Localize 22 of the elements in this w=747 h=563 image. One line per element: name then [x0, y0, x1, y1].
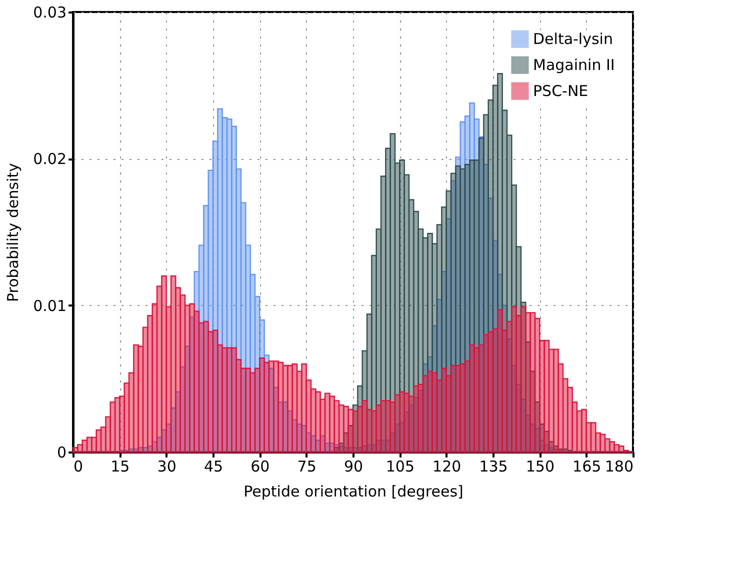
y-tick-label: 0.01 [33, 296, 66, 315]
y-tick-label: 0 [56, 444, 66, 462]
y-tick-label: 0.03 [33, 4, 66, 22]
legend-label: Magainin II [533, 56, 615, 74]
x-axis-title: Peptide orientation [degrees] [244, 482, 464, 500]
x-tick-label: 120 [432, 458, 462, 476]
legend-label: Delta-lysin [533, 30, 613, 48]
x-tick-label: 150 [526, 458, 554, 476]
x-tick-label: 180 [604, 458, 634, 476]
x-tick-label: 135 [479, 458, 508, 476]
x-tick-label: 15 [110, 458, 130, 476]
x-tick-label: 105 [386, 458, 414, 476]
x-tick-label: 90 [344, 458, 364, 476]
x-tick-label: 165 [572, 458, 602, 476]
x-tick-label: 60 [250, 458, 270, 476]
legend-label: PSC-NE [533, 82, 588, 100]
x-tick-label: 45 [204, 458, 224, 476]
x-tick-label: 30 [157, 458, 176, 476]
y-axis-title: Probability density [4, 162, 22, 302]
x-tick-label: 75 [297, 458, 316, 476]
x-tick-label: 0 [74, 458, 84, 476]
y-tick-label: 0.02 [33, 150, 66, 168]
